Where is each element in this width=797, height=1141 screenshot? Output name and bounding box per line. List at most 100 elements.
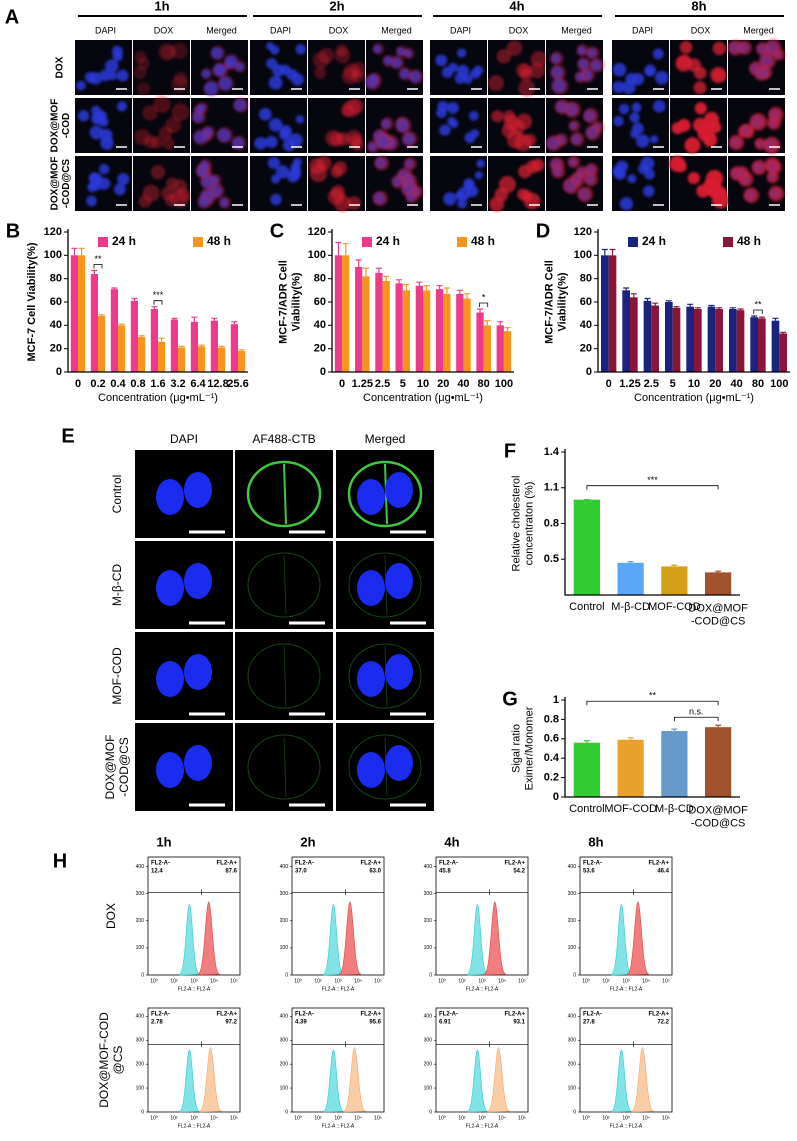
dox-signal	[334, 47, 351, 64]
error-bar	[671, 564, 678, 567]
nucleus	[89, 125, 104, 140]
dox-signal	[529, 62, 546, 79]
dox-signal	[133, 65, 147, 80]
bar	[382, 281, 390, 372]
dox-signal	[196, 101, 209, 114]
cells	[266, 42, 306, 90]
dox-signal	[585, 45, 601, 60]
y-tick-label: 0	[429, 1109, 432, 1115]
y-axis-label: Sigal ratioEximer/Monomer	[511, 706, 536, 790]
row-label: DOX@MOF-COD	[49, 99, 72, 153]
bar	[705, 727, 732, 797]
y-tick-label: 0	[573, 972, 576, 978]
x-tick-label: 10³	[478, 978, 486, 984]
error-bar	[111, 287, 118, 290]
dox-signal	[669, 155, 686, 172]
dox-signal	[150, 164, 166, 180]
x-axis-label: FL2-A :: FL2-A	[178, 1123, 211, 1129]
y-tick-label: 400	[424, 864, 433, 870]
nucleus	[291, 164, 302, 175]
y-tick-label: 100	[136, 1085, 145, 1091]
micrograph	[235, 541, 333, 629]
nucleus	[295, 115, 305, 124]
cells	[612, 48, 669, 95]
row-label: DOX	[104, 903, 118, 929]
dox-signal	[766, 160, 782, 176]
error-bar	[443, 287, 450, 294]
error-bar	[71, 247, 78, 256]
nucleus	[629, 112, 640, 123]
legend-swatch	[628, 237, 638, 247]
dox-signal	[405, 190, 419, 204]
bar	[210, 320, 218, 372]
bar	[362, 276, 370, 372]
dox-signal	[576, 56, 592, 72]
x-tick-label: 10³	[334, 1115, 342, 1121]
gate-line	[292, 1041, 384, 1048]
nucleus	[474, 171, 483, 180]
membrane	[283, 736, 287, 798]
nucleus	[89, 172, 103, 186]
nucleus	[268, 75, 283, 90]
y-tick-label: 0	[320, 366, 326, 378]
dox-signal	[584, 172, 599, 187]
nucleus	[447, 102, 459, 114]
nucleus	[99, 69, 112, 82]
dox-signal	[551, 77, 570, 96]
image-bg	[235, 723, 333, 811]
gate-line	[436, 1041, 528, 1048]
significance-bracket	[153, 300, 163, 305]
x-tick-label: 10⁰	[150, 978, 158, 984]
dox-signal	[223, 53, 241, 70]
error-bar	[383, 275, 390, 281]
dox-signal	[158, 126, 173, 141]
axes	[597, 229, 790, 373]
time-header: 8h	[588, 834, 603, 849]
x-tick-label: 10⁵	[662, 1115, 670, 1121]
dox-signal	[157, 43, 176, 61]
error-bar	[627, 561, 634, 563]
x-tick-label: 10⁰	[438, 1115, 446, 1121]
bar	[98, 316, 106, 372]
y-tick-label: 300	[136, 891, 145, 897]
error-bar	[158, 337, 165, 342]
gate-value: 4.39	[295, 1020, 307, 1026]
x-axis-label: FL2-A :: FL2-A	[322, 986, 355, 992]
legend-swatch	[98, 237, 108, 247]
cells	[86, 163, 130, 207]
y-axis-label: MCF-7/ADR CellViability(%)	[544, 260, 569, 344]
dox-signal	[743, 187, 760, 204]
bar	[375, 272, 383, 372]
bar	[661, 731, 688, 797]
cells	[364, 42, 425, 91]
negative-histogram	[179, 903, 200, 976]
nucleus	[385, 472, 413, 508]
panel-letter: F	[504, 440, 516, 462]
dox-signal	[231, 135, 248, 152]
bar	[758, 318, 766, 372]
dox-signal	[198, 158, 213, 173]
nucleus	[612, 80, 625, 93]
nucleus	[105, 59, 119, 73]
nucleus	[89, 72, 103, 85]
gate-line	[148, 889, 240, 896]
nucleus	[645, 68, 654, 77]
dox-signal	[498, 176, 516, 194]
dox-signal	[375, 133, 394, 151]
error-bar	[362, 267, 369, 277]
micrograph	[308, 40, 366, 95]
dox-signal	[564, 101, 582, 119]
dox-signal	[341, 68, 359, 85]
y-tick-label: 0	[573, 1109, 576, 1115]
panel-letter: C	[270, 220, 284, 242]
cells	[200, 45, 248, 98]
significance-label: ***	[153, 290, 164, 300]
x-tick-label: 10⁰	[582, 978, 590, 984]
row-label: DOX@MOF-COD@CS	[49, 157, 72, 211]
bar	[483, 325, 491, 372]
cells	[133, 42, 189, 96]
x-tick-label: 10⁰	[438, 978, 446, 984]
significance-label: **	[754, 299, 762, 309]
error-bar	[694, 307, 701, 309]
time-header: 1h	[156, 834, 171, 849]
